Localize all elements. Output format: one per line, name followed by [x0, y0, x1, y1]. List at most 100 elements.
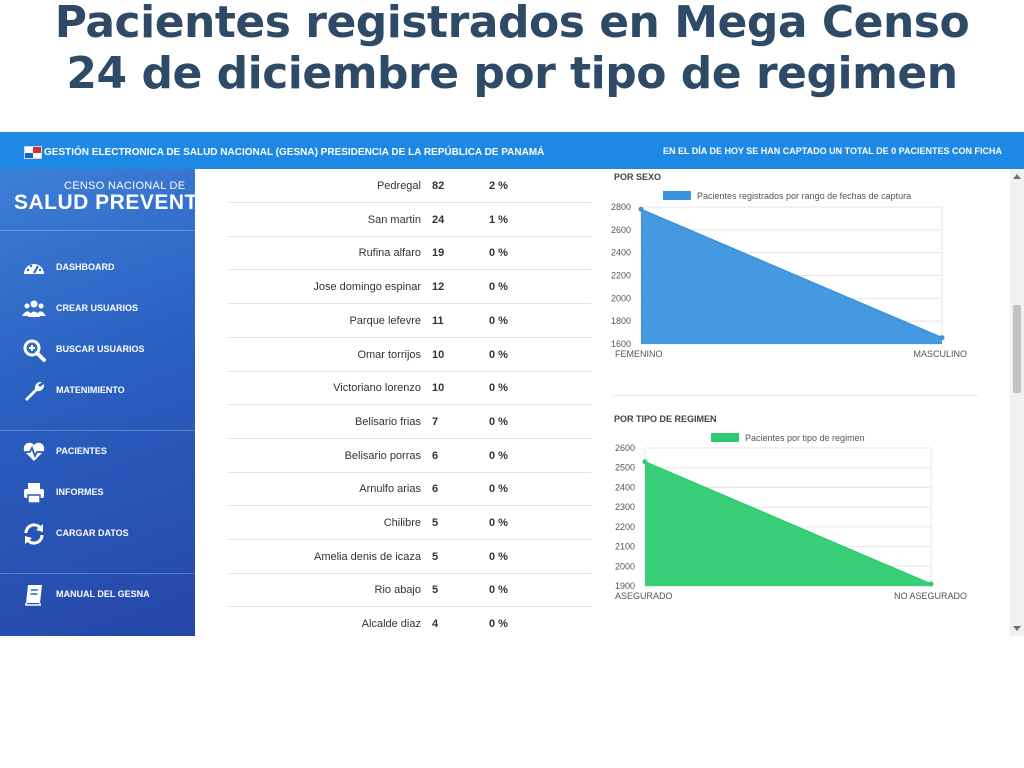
cell-patient-count: 6	[432, 449, 439, 462]
area-fill	[641, 209, 942, 344]
cell-location-name: Omar torrijos	[357, 348, 421, 361]
x-tick-label: MASCULINO	[913, 349, 967, 359]
cell-location-name: Victoriano lorenzo	[333, 382, 421, 395]
y-tick-label: 2800	[611, 202, 631, 212]
chart-title-por-sexo: POR SEXO	[614, 172, 662, 182]
data-point	[939, 335, 945, 341]
cell-percentage: 0 %	[489, 517, 508, 529]
table-row: Belisario frias 7 0 %	[228, 405, 591, 439]
top-bar: GESTIÓN ELECTRONICA DE SALUD NACIONAL (G…	[0, 132, 1024, 169]
y-tick-label: 2600	[615, 443, 635, 453]
cell-location-name: Amelia denis de icaza	[313, 550, 421, 563]
y-tick-label: 2400	[611, 248, 631, 258]
heartbeat-icon	[23, 442, 45, 461]
cell-patient-count: 7	[432, 415, 439, 428]
table-row: Parque lefevre 11 0 %	[228, 304, 591, 338]
table-row: Rufina alfaro 19 0 %	[228, 236, 591, 271]
cell-location-name: Arnulfo arias	[359, 483, 421, 496]
y-tick-label: 1900	[615, 581, 635, 591]
table-row: Victoriano lorenzo 10 0 %	[228, 371, 591, 406]
chart-por-sexo: Pacientes registrados por rango de fecha…	[611, 191, 967, 359]
cell-percentage: 0 %	[489, 449, 508, 462]
cell-location-name: Alcalde diaz	[361, 618, 421, 631]
table-row: Chilibre 5 0 %	[228, 506, 591, 540]
logo-subtitle: CENSO NACIONAL DE	[64, 180, 186, 192]
cell-percentage: 0 %	[489, 584, 508, 597]
y-tick-label: 1600	[611, 339, 631, 349]
x-tick-label: ASEGURADO	[615, 591, 673, 601]
cell-location-name: Belisario frias	[354, 415, 421, 428]
y-tick-label: 2300	[615, 502, 635, 512]
cell-percentage: 0 %	[489, 483, 508, 496]
scroll-down-icon[interactable]	[1013, 626, 1021, 631]
cell-patient-count: 24	[432, 213, 445, 226]
cell-percentage: 1 %	[489, 213, 508, 226]
legend-label: Pacientes registrados por rango de fecha…	[697, 191, 911, 201]
cell-location-name: Parque lefevre	[349, 314, 421, 327]
sidebar-item-crear-usuarios[interactable]: CREAR USUARIOS	[0, 292, 195, 326]
sidebar-item-pacientes[interactable]: PACIENTES	[0, 435, 195, 469]
data-point	[638, 206, 644, 212]
sidebar-item-label: INFORMES	[56, 487, 104, 497]
y-tick-label: 2100	[615, 542, 635, 552]
cell-patient-count: 12	[432, 281, 445, 294]
scrollbar-thumb[interactable]	[1013, 305, 1021, 393]
sidebar-divider	[0, 230, 195, 231]
cell-percentage: 0 %	[489, 415, 508, 428]
table-row: Arnulfo arias 6 0 %	[228, 472, 591, 507]
table-row: Omar torrijos 10 0 %	[228, 338, 591, 372]
series-line	[640, 208, 943, 339]
search-icon	[23, 339, 46, 362]
sidebar-item-label: MANUAL DEL GESNA	[56, 589, 150, 599]
chart-divider	[613, 395, 978, 396]
y-tick-label: 2200	[611, 271, 631, 281]
sidebar-item-matenimiento[interactable]: MATENIMIENTO	[0, 374, 195, 408]
wrench-icon	[25, 381, 45, 401]
cell-patient-count: 10	[432, 348, 445, 361]
y-tick-label: 2200	[615, 522, 635, 532]
sidebar-item-label: DASHBOARD	[56, 262, 115, 272]
cell-location-name: Rio abajo	[374, 584, 421, 597]
cell-percentage: 2 %	[489, 180, 508, 192]
sidebar-item-manual-del-gesna[interactable]: MANUAL DEL GESNA	[0, 578, 195, 612]
sidebar-item-cargar-datos[interactable]: CARGAR DATOS	[0, 517, 195, 551]
cell-location-name: San martin	[367, 213, 421, 226]
sidebar-item-dashboard[interactable]: DASHBOARD	[0, 251, 195, 285]
printer-icon	[24, 483, 44, 504]
sidebar-item-label: PACIENTES	[56, 446, 107, 456]
sidebar-divider	[0, 430, 195, 431]
chart-por-tipo-de-regimen: Pacientes por tipo de regimen 2600 2500 240…	[615, 433, 967, 601]
cell-location-name: Jose domingo espinar	[313, 281, 421, 294]
sidebar-item-informes[interactable]: INFORMES	[0, 476, 195, 510]
header-patient-count: EN EL DÍA DE HOY SE HAN CAPTADO UN TOTAL…	[662, 146, 1002, 156]
table-row: Amelia denis de icaza 5 0 %	[228, 540, 591, 574]
sidebar-item-label: CREAR USUARIOS	[56, 303, 139, 313]
page-scrollbar[interactable]	[1010, 169, 1024, 636]
refresh-icon	[24, 523, 44, 545]
sidebar-item-buscar-usuarios[interactable]: BUSCAR USUARIOS	[0, 333, 195, 367]
y-tick-label: 2500	[615, 463, 635, 473]
y-tick-label: 2000	[615, 561, 635, 571]
header-title: GESTIÓN ELECTRONICA DE SALUD NACIONAL (G…	[44, 147, 545, 158]
cell-patient-count: 19	[432, 247, 445, 260]
y-tick-label: 2000	[611, 293, 631, 303]
data-point	[928, 581, 934, 587]
table-row: Pedregal 82 2 %	[228, 169, 591, 203]
cell-patient-count: 4	[432, 618, 439, 631]
x-tick-label: FEMENINO	[615, 349, 663, 359]
cell-percentage: 0 %	[489, 281, 508, 294]
data-point	[642, 459, 648, 465]
slide-title-line-1: Pacientes registrados en Mega Censo	[54, 0, 970, 48]
cell-location-name: Rufina alfaro	[358, 247, 421, 260]
y-tick-label: 2400	[615, 482, 635, 492]
cell-patient-count: 5	[432, 517, 439, 529]
legend-swatch	[663, 191, 691, 200]
logo-title: SALUD PREVENTIVA	[14, 191, 233, 214]
scroll-up-icon[interactable]	[1013, 174, 1021, 179]
cell-patient-count: 82	[432, 180, 445, 192]
cell-location-name: Chilibre	[383, 517, 421, 529]
panama-flag-icon	[24, 146, 42, 159]
table-row: Rio abajo 5 0 %	[228, 573, 591, 608]
cell-patient-count: 11	[432, 314, 444, 327]
cell-percentage: 0 %	[489, 618, 508, 631]
